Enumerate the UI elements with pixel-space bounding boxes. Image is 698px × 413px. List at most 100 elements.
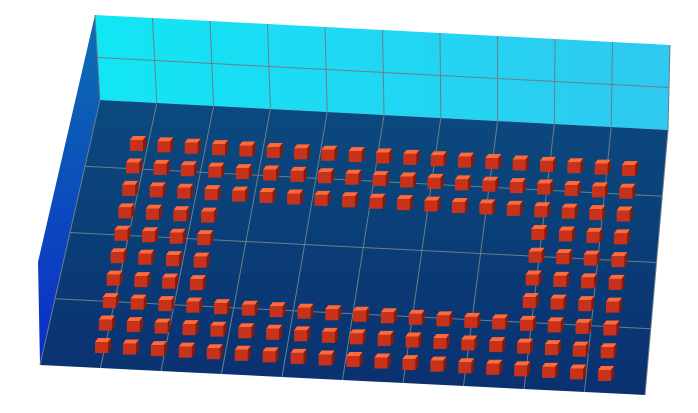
cube — [547, 317, 564, 333]
cube-top — [534, 202, 551, 207]
cube — [98, 315, 115, 331]
cube-top — [154, 318, 171, 323]
cube-side — [437, 196, 441, 212]
cube-top — [372, 171, 389, 176]
cube-side — [571, 226, 575, 242]
cube-top — [486, 359, 503, 364]
cube-front — [461, 339, 475, 351]
cube-top — [600, 343, 617, 348]
cube-front — [531, 229, 545, 240]
cube-front — [184, 142, 198, 154]
cube-front — [611, 256, 625, 268]
cube — [430, 356, 447, 372]
cube-front — [114, 229, 128, 241]
cube-side — [415, 355, 419, 371]
cube — [583, 250, 600, 266]
cube-side — [624, 252, 628, 268]
cube-top — [506, 200, 523, 205]
cube — [464, 312, 481, 328]
cube-top — [130, 136, 146, 140]
cube — [149, 182, 166, 198]
cube-side — [334, 327, 338, 343]
cube-side — [303, 166, 307, 182]
cube — [138, 249, 155, 265]
cube-side — [223, 321, 227, 337]
cube-front — [259, 192, 273, 204]
cube-top — [485, 154, 502, 159]
cube-front — [197, 234, 211, 246]
cube-front — [186, 301, 200, 313]
cube-top — [321, 145, 338, 150]
cube-front — [619, 187, 633, 199]
cube-side — [272, 188, 276, 204]
cube-top — [479, 199, 496, 204]
cube — [184, 138, 201, 154]
cube-top — [204, 185, 221, 190]
cube-top — [214, 299, 231, 304]
cube-front — [528, 251, 542, 263]
cube — [608, 274, 625, 290]
cube — [150, 341, 167, 357]
cube — [206, 344, 223, 360]
cube-top — [396, 195, 413, 200]
cube — [346, 352, 363, 367]
cube-front — [266, 146, 280, 158]
cube-front — [594, 163, 608, 175]
cube-front — [372, 175, 386, 187]
cube-side — [119, 270, 123, 286]
cube-side — [252, 141, 256, 157]
cube-front — [517, 342, 531, 354]
cube-front — [262, 351, 276, 363]
cube-side — [611, 366, 614, 381]
cube-top — [346, 352, 363, 356]
cube-top — [266, 324, 283, 329]
cube-top — [178, 342, 195, 347]
cube-top — [122, 180, 139, 185]
cube-front — [165, 255, 179, 267]
cube-front — [514, 365, 528, 377]
cube-front — [403, 153, 417, 165]
cube-side — [553, 156, 556, 172]
cube-front — [583, 254, 597, 266]
cube-side — [591, 296, 595, 312]
cube-front — [297, 307, 311, 319]
cube-front — [346, 356, 360, 367]
cubes — [95, 136, 638, 381]
cube-side — [413, 172, 417, 188]
cube-top — [454, 175, 471, 180]
cube-side — [382, 193, 386, 209]
cube-top — [130, 294, 147, 299]
cube-top — [294, 326, 311, 331]
cube-front — [558, 230, 572, 242]
cube-side — [307, 144, 310, 160]
cube-front — [95, 342, 108, 353]
cube-front — [553, 275, 567, 287]
cube-top — [106, 270, 123, 275]
cube-side — [111, 315, 115, 331]
cube-top — [594, 159, 611, 164]
cube-front — [622, 165, 635, 176]
cube — [528, 247, 545, 263]
cube-front — [578, 300, 592, 312]
cube-top — [525, 270, 542, 275]
cube — [95, 338, 111, 353]
cube-side — [498, 154, 502, 170]
cube-top — [369, 193, 386, 198]
cube-front — [239, 145, 253, 157]
cube — [380, 308, 397, 324]
cube-side — [199, 297, 203, 313]
cube-side — [525, 155, 529, 171]
cube-top — [149, 182, 166, 187]
cube — [402, 355, 419, 371]
cube-top — [177, 183, 194, 188]
cube-top — [553, 271, 570, 276]
cube-front — [290, 170, 304, 182]
cube-side — [560, 317, 564, 333]
cube — [114, 225, 131, 241]
cube-front — [325, 309, 339, 321]
cube-top — [380, 308, 397, 313]
cube-top — [158, 296, 175, 301]
cube-front — [102, 297, 116, 309]
cube — [269, 302, 286, 318]
cube — [553, 271, 570, 287]
